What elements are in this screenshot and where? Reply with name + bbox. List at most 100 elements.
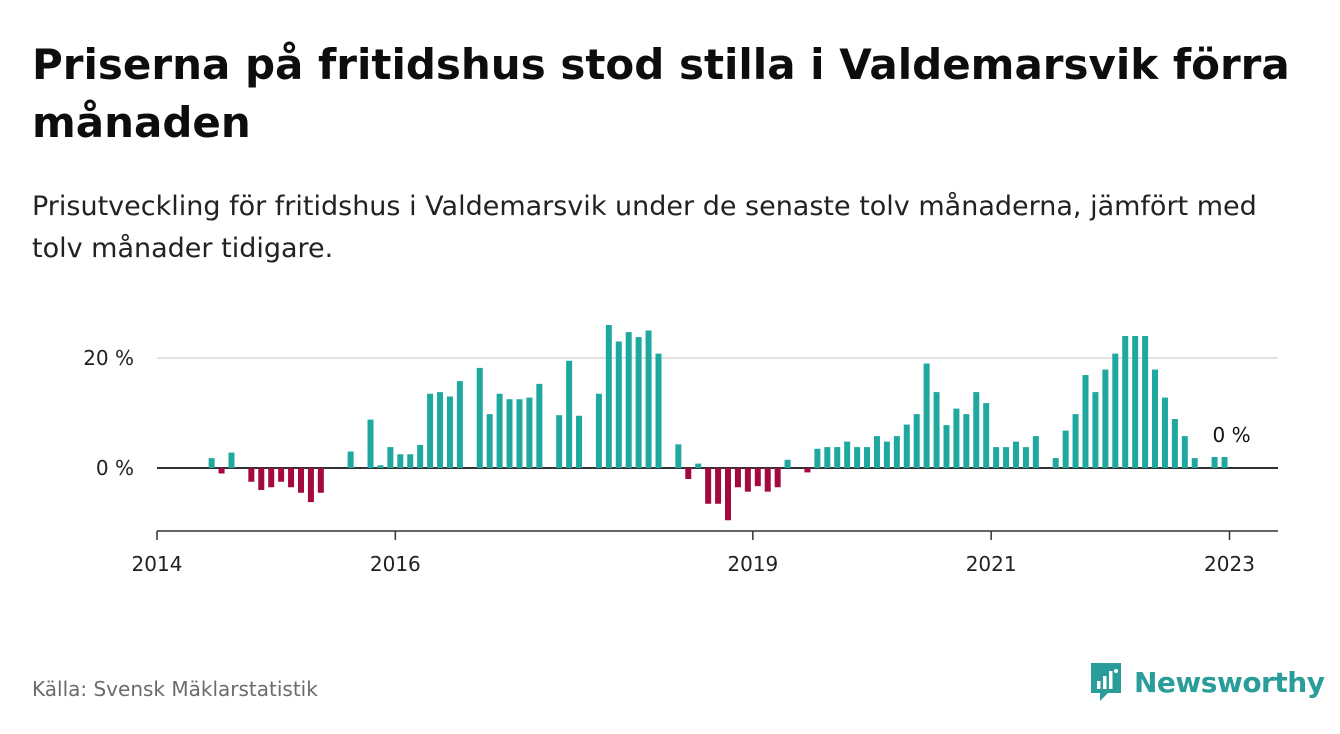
bar [1032, 436, 1039, 468]
bar [427, 393, 434, 468]
bar [486, 414, 493, 468]
bar [1022, 447, 1029, 468]
bar [1062, 430, 1069, 468]
bar [476, 367, 483, 468]
bar [635, 337, 642, 468]
bar [417, 444, 424, 468]
bar [248, 468, 255, 482]
bar [933, 392, 940, 468]
newsworthy-logo-icon [1091, 663, 1121, 701]
bar [953, 408, 960, 468]
bar [834, 447, 841, 468]
bar [1052, 458, 1059, 468]
bar [317, 468, 324, 493]
bar [297, 468, 304, 493]
bar [387, 447, 394, 468]
x-tick-label: 2023 [1204, 552, 1255, 576]
bar [307, 468, 314, 503]
bar [536, 383, 543, 468]
bar [685, 468, 692, 479]
bar [506, 399, 513, 468]
bar [784, 459, 791, 468]
bar [605, 325, 612, 468]
bar [615, 341, 622, 468]
bar [347, 451, 354, 468]
bar [288, 468, 295, 488]
bar [824, 447, 831, 468]
bar [734, 468, 741, 488]
bar [744, 468, 751, 492]
x-tick-label: 2021 [966, 552, 1017, 576]
bar [625, 332, 632, 468]
bar [208, 458, 215, 468]
y-tick-label: 20 % [83, 346, 134, 370]
bar [1003, 447, 1010, 468]
bar [1161, 397, 1168, 468]
bar [715, 468, 722, 504]
bar [854, 447, 861, 468]
x-tick-label: 2016 [370, 552, 421, 576]
bar [764, 468, 771, 492]
bar [1092, 392, 1099, 468]
bar [1191, 458, 1198, 468]
bar [923, 363, 930, 468]
bar [437, 392, 444, 468]
bar [1132, 336, 1139, 468]
bar [864, 447, 871, 468]
latest-value-label: 0 % [1213, 423, 1251, 447]
bar [576, 415, 583, 468]
bar [377, 465, 384, 468]
bar [913, 414, 920, 468]
price-change-bar-chart: 0 % 20 % 2014 2016 2019 2021 2023 0 % [83, 325, 1278, 576]
bar [695, 463, 702, 468]
y-tick-label: 0 % [96, 456, 134, 480]
bar [1171, 419, 1178, 468]
bar [1142, 336, 1149, 468]
bar [595, 393, 602, 468]
bar [1112, 353, 1119, 468]
bar [1012, 441, 1019, 468]
bar [774, 468, 781, 488]
bar [983, 403, 990, 468]
bar [973, 392, 980, 468]
bar [556, 415, 563, 468]
bar [1211, 457, 1218, 468]
bar [526, 397, 533, 468]
bar [993, 447, 1000, 468]
newsworthy-brand-name: Newsworthy [1134, 665, 1325, 699]
bar [1072, 414, 1079, 468]
bar [516, 399, 523, 468]
bar [873, 436, 880, 468]
chart-subtitle: Prisutveckling för fritidshus i Valdemar… [32, 191, 1257, 264]
bar [1102, 369, 1109, 468]
bar [1152, 369, 1159, 468]
bar [804, 468, 811, 473]
source-note: Källa: Svensk Mäklarstatistik [32, 677, 318, 701]
bar [814, 448, 821, 468]
bar [903, 424, 910, 468]
bar [754, 468, 761, 487]
bar [963, 414, 970, 468]
bar [893, 436, 900, 468]
bar [883, 441, 890, 468]
bar [278, 468, 285, 482]
bar [725, 468, 732, 521]
bar [1221, 457, 1228, 468]
bar [675, 444, 682, 468]
bar [218, 468, 225, 474]
bar [367, 419, 374, 468]
bar [844, 441, 851, 468]
bar [397, 454, 404, 468]
bar [446, 396, 453, 468]
bar [407, 454, 414, 468]
chart-title: Priserna på fritidshus stod stilla i Val… [32, 40, 1290, 147]
bar [228, 452, 235, 468]
bar [258, 468, 265, 490]
bar [705, 468, 712, 504]
newsworthy-logo: Newsworthy [1088, 660, 1325, 704]
bar [645, 330, 652, 468]
bar [456, 381, 463, 468]
x-tick-label: 2014 [132, 552, 183, 576]
x-tick-label: 2019 [727, 552, 778, 576]
bar [943, 425, 950, 468]
